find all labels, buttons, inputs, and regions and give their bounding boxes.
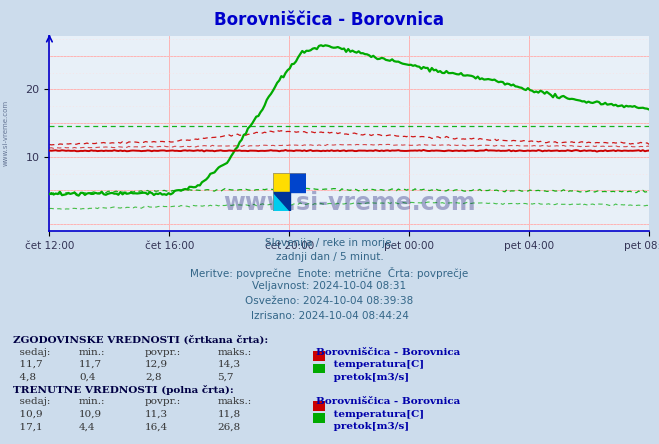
Text: Slovenija / reke in morje.: Slovenija / reke in morje.	[264, 238, 395, 248]
Text: 2,8: 2,8	[145, 373, 161, 381]
Text: Borovniščica - Borovnica: Borovniščica - Borovnica	[316, 348, 461, 357]
Text: povpr.:: povpr.:	[145, 348, 181, 357]
Text: maks.:: maks.:	[217, 348, 252, 357]
Text: 4,4: 4,4	[79, 422, 96, 431]
Text: pretok[m3/s]: pretok[m3/s]	[330, 422, 409, 431]
Text: 5,7: 5,7	[217, 373, 234, 381]
Text: 0,4: 0,4	[79, 373, 96, 381]
Text: Meritve: povprečne  Enote: metrične  Črta: povprečje: Meritve: povprečne Enote: metrične Črta:…	[190, 267, 469, 279]
Text: 14,3: 14,3	[217, 360, 241, 369]
Text: zadnji dan / 5 minut.: zadnji dan / 5 minut.	[275, 252, 384, 262]
Text: www.si-vreme.com: www.si-vreme.com	[2, 100, 9, 166]
Text: 11,7: 11,7	[13, 360, 43, 369]
Bar	[290, 173, 306, 192]
Text: sedaj:: sedaj:	[13, 397, 51, 406]
Text: 17,1: 17,1	[13, 422, 43, 431]
Text: Izrisano: 2024-10-04 08:44:24: Izrisano: 2024-10-04 08:44:24	[250, 311, 409, 321]
Text: www.si-vreme.com: www.si-vreme.com	[223, 191, 476, 215]
Text: 10,9: 10,9	[79, 410, 102, 419]
Text: maks.:: maks.:	[217, 397, 252, 406]
Text: 11,7: 11,7	[79, 360, 102, 369]
Text: Osveženo: 2024-10-04 08:39:38: Osveženo: 2024-10-04 08:39:38	[245, 296, 414, 306]
Text: temperatura[C]: temperatura[C]	[330, 360, 424, 369]
Text: min.:: min.:	[79, 397, 105, 406]
Text: ZGODOVINSKE VREDNOSTI (črtkana črta):: ZGODOVINSKE VREDNOSTI (črtkana črta):	[13, 335, 268, 345]
Text: Veljavnost: 2024-10-04 08:31: Veljavnost: 2024-10-04 08:31	[252, 281, 407, 292]
Text: 10,9: 10,9	[13, 410, 43, 419]
Text: 16,4: 16,4	[145, 422, 168, 431]
Text: 12,9: 12,9	[145, 360, 168, 369]
Text: temperatura[C]: temperatura[C]	[330, 410, 424, 419]
Text: povpr.:: povpr.:	[145, 397, 181, 406]
Text: pretok[m3/s]: pretok[m3/s]	[330, 373, 409, 381]
Text: TRENUTNE VREDNOSTI (polna črta):: TRENUTNE VREDNOSTI (polna črta):	[13, 385, 234, 395]
Bar	[273, 173, 290, 192]
Text: min.:: min.:	[79, 348, 105, 357]
Text: 4,8: 4,8	[13, 373, 36, 381]
Text: Borovniščica - Borovnica: Borovniščica - Borovnica	[214, 11, 445, 29]
Text: sedaj:: sedaj:	[13, 348, 51, 357]
Polygon shape	[273, 192, 290, 211]
Text: 26,8: 26,8	[217, 422, 241, 431]
Polygon shape	[273, 192, 290, 211]
Text: Borovniščica - Borovnica: Borovniščica - Borovnica	[316, 397, 461, 406]
Text: 11,3: 11,3	[145, 410, 168, 419]
Text: 11,8: 11,8	[217, 410, 241, 419]
